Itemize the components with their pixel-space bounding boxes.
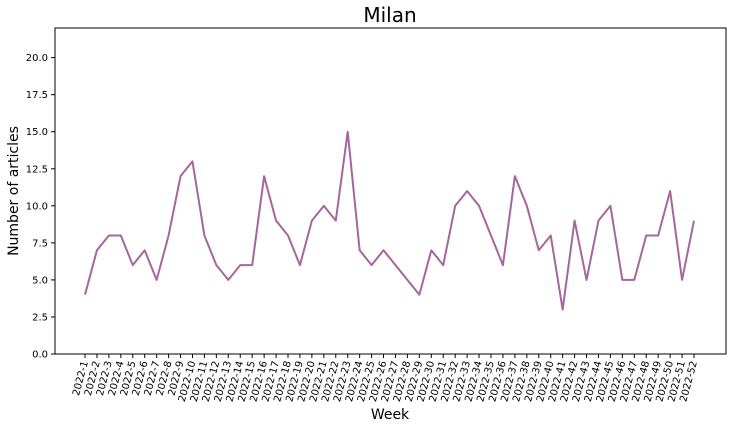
plot-frame — [54, 27, 727, 355]
y-tick-label: 7.5 — [32, 238, 48, 249]
x-axis-ticks: 2022-12022-22022-32022-42022-52022-62022… — [71, 354, 700, 403]
y-tick-label: 15.0 — [26, 127, 48, 138]
chart-title: Milan — [363, 3, 416, 27]
y-tick-label: 20.0 — [26, 53, 48, 64]
y-tick-label: 17.5 — [26, 90, 48, 101]
x-axis-label: Week — [371, 407, 410, 423]
y-tick-label: 12.5 — [26, 164, 48, 175]
y-tick-label: 5.0 — [32, 275, 48, 286]
y-axis-ticks: 0.0 2.5 5.0 7.5 10.0 12.5 15.0 17.5 20.0 — [26, 53, 55, 361]
y-axis-label: Number of articles — [6, 126, 22, 256]
y-tick-label: 0.0 — [32, 350, 48, 361]
series-line — [84, 130, 695, 311]
y-tick-label: 10.0 — [26, 201, 48, 212]
y-tick-label: 2.5 — [32, 312, 48, 323]
